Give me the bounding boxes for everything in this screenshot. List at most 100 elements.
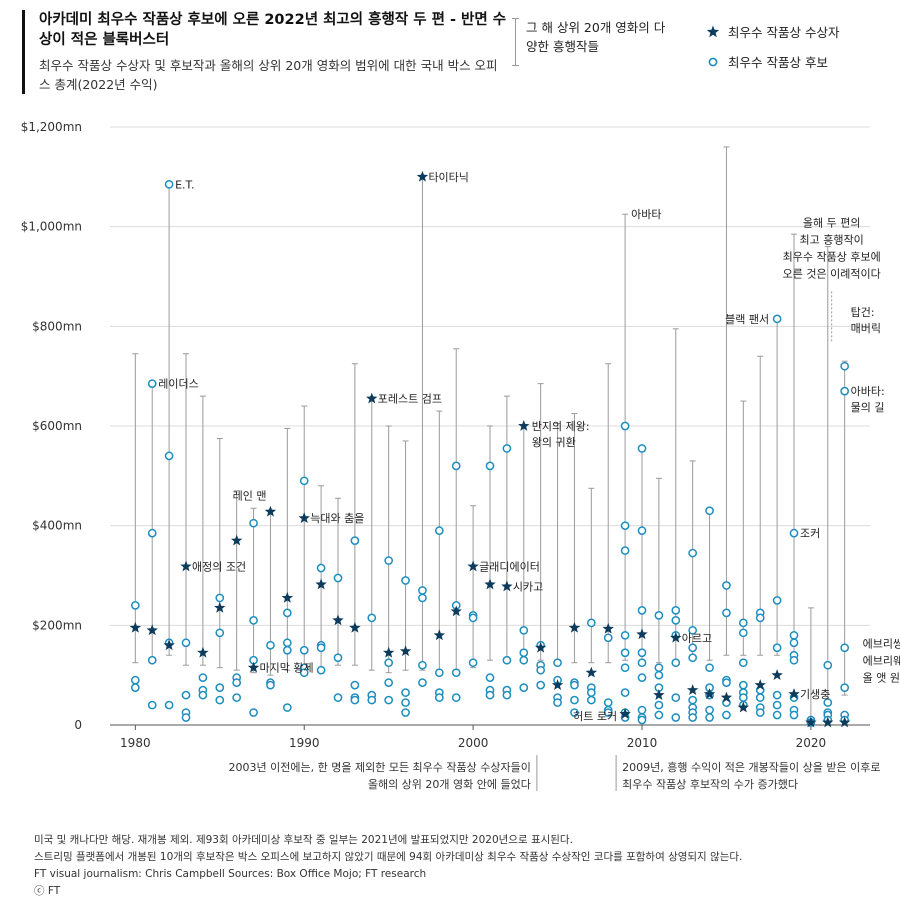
nominee-point [418, 593, 427, 603]
annotation-label: 왕의 귀환 [532, 436, 576, 449]
annotation-label: 아르고 [682, 632, 712, 645]
chart-subtitle: 최우수 작품상 수상자 및 후보작과 올해의 상위 20개 영화의 범위에 대한… [39, 58, 498, 92]
nominee-point [637, 705, 647, 715]
nominee-point [316, 563, 326, 573]
nominee-point [823, 660, 833, 670]
winner-point [670, 631, 682, 643]
nominee-point [654, 710, 664, 720]
nominee-point [451, 693, 461, 702]
range-line-icon [512, 18, 519, 66]
winner-point [433, 629, 446, 641]
nominee-point [738, 693, 748, 702]
winner-point [382, 646, 395, 658]
nominee-point [333, 573, 343, 583]
nominee-point [282, 645, 292, 655]
annotation-label: 매버릭 [851, 322, 881, 335]
period-note-text: 올해의 상위 20개 영화 안에 들었다 [368, 777, 531, 791]
star-icon [706, 25, 720, 37]
winner-point [298, 512, 310, 524]
nominee-point [755, 613, 765, 623]
nominee-point [620, 648, 630, 658]
nominee-point [249, 518, 258, 528]
annotation-label: 최우수 작품상 후보에 [783, 250, 881, 263]
x-tick-label: 1990 [289, 736, 320, 750]
annotation-label: 아바타: [851, 385, 885, 398]
nominee-point [570, 680, 579, 690]
nominee-point [451, 668, 461, 678]
legend-range: 그 해 상위 20개 영화의 다양한 흥행작들 [510, 18, 676, 66]
nominee-point [637, 658, 647, 668]
nominee-point [299, 645, 309, 655]
nominee-point [654, 670, 664, 680]
winner-point [805, 716, 817, 728]
nominee-point [418, 586, 427, 595]
nominee-point [620, 421, 630, 431]
nominee-point [519, 683, 529, 692]
nominee-point [620, 688, 630, 697]
nominee-point [671, 658, 681, 668]
nominee-point [671, 616, 681, 625]
nominee-point [772, 700, 782, 710]
nominee-point [671, 606, 681, 615]
winner-point [838, 716, 851, 728]
nominee-point [164, 179, 174, 189]
winner-point [636, 628, 648, 640]
nominee-point [772, 643, 782, 653]
nominee-point [570, 695, 579, 705]
nominee-point [266, 640, 275, 650]
nominee-point [215, 683, 225, 692]
nominee-point [688, 625, 698, 635]
nominee-point [772, 314, 782, 324]
winner-point [771, 669, 783, 681]
nominee-point [215, 628, 225, 638]
winner-point [534, 641, 547, 653]
annotation-label: 최고 흥행작이 [800, 232, 864, 246]
nominee-point [738, 680, 748, 690]
annotation-label: 물의 길 [851, 401, 885, 414]
footer-credit: FT visual journalism: Chris Campbell Sou… [34, 868, 427, 880]
annotation-label: 블랙 팬서 [725, 313, 769, 326]
nominee-point [164, 451, 174, 461]
nominee-point [789, 710, 799, 720]
nominee-point [620, 663, 630, 673]
nominee-point [350, 695, 360, 705]
nominee-point [384, 678, 394, 687]
nominee-point [637, 444, 647, 453]
nominee-point [738, 618, 748, 628]
y-tick-label: $1,200mn [21, 120, 82, 134]
nominee-point [232, 693, 242, 702]
nominee-point [586, 695, 596, 705]
winner-point [602, 622, 614, 634]
y-tick-label: 0 [74, 718, 82, 732]
nominee-point [688, 713, 698, 722]
y-tick-label: $800mn [32, 319, 82, 333]
annotation-label: 올해 두 편의 [803, 215, 861, 229]
annotation-label: 조커 [800, 527, 820, 540]
nominee-point [130, 683, 140, 692]
nominee-point [637, 673, 647, 683]
nominee-point [198, 690, 208, 700]
nominee-point [570, 708, 579, 717]
nominee-point [502, 444, 512, 453]
winner-point [163, 639, 175, 651]
y-tick-label: $200mn [32, 618, 82, 632]
nominee-point [705, 705, 714, 715]
nominee-point [671, 713, 681, 722]
nominee-point [553, 698, 562, 707]
nominee-point [384, 658, 394, 668]
circle-icon [708, 57, 718, 66]
nominee-point [688, 695, 698, 705]
nominee-point [418, 678, 427, 687]
annotation-label: 글래디에이터 [479, 561, 540, 574]
nominee-point [249, 708, 258, 717]
chart-plot: 0 $200mn $400mn $600mn $800mn $1,000mn $1,200m… [21, 120, 900, 791]
winner-point [619, 708, 631, 719]
winner-point [416, 170, 429, 182]
annotation-label: 반지의 제왕: [532, 420, 590, 433]
nominee-point [603, 633, 613, 643]
annotation-label: 아바타 [631, 208, 661, 221]
nominee-point [181, 690, 191, 700]
nominee-point [147, 379, 157, 388]
annotation-label: 에브리씽 [863, 638, 900, 651]
nominee-point [586, 618, 596, 628]
